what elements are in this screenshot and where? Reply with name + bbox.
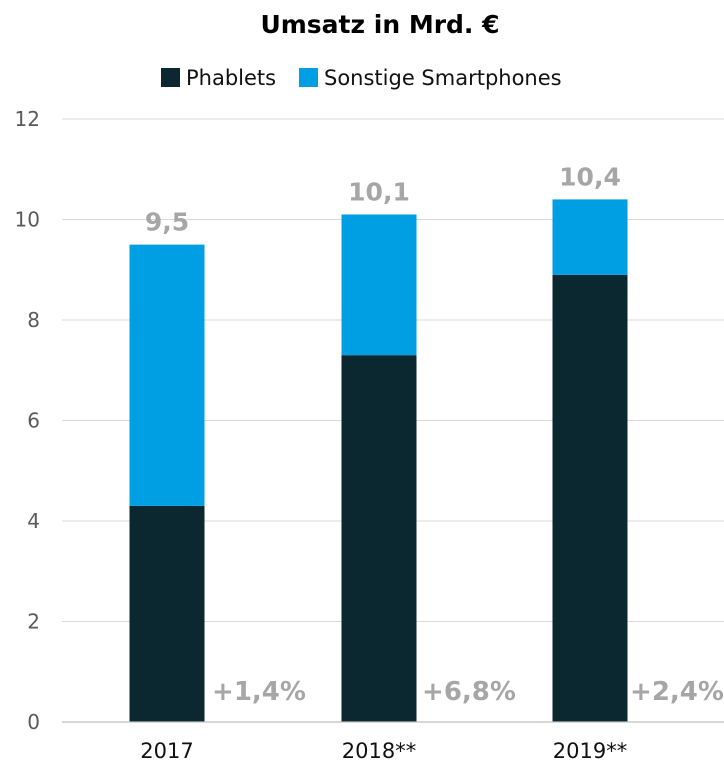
total-label: 10,1 xyxy=(348,177,410,206)
legend-swatch-sonstige-smartphones xyxy=(299,68,318,87)
bar-segment-sonstige-smartphones-0 xyxy=(129,244,205,506)
x-tick-label: 2018** xyxy=(342,739,416,763)
bar-segment-phablets-2 xyxy=(552,274,628,722)
x-tick-label: 2017 xyxy=(140,739,193,763)
growth-label: +2,4% xyxy=(630,677,724,707)
bars xyxy=(129,199,628,722)
legend: Phablets Sonstige Smartphones xyxy=(161,66,562,90)
total-label: 10,4 xyxy=(559,162,621,191)
bar-segment-phablets-1 xyxy=(341,355,417,722)
x-tick-label: 2019** xyxy=(553,739,627,763)
bar-segment-phablets-0 xyxy=(129,505,205,722)
bar-segment-sonstige-smartphones-2 xyxy=(552,199,628,275)
y-axis-ticks: 0 2 4 6 8 10 12 xyxy=(15,107,40,734)
growth-label: +6,8% xyxy=(422,677,516,707)
y-tick-label: 2 xyxy=(27,610,40,634)
chart-title: Umsatz in Mrd. € xyxy=(260,10,499,39)
growth-label: +1,4% xyxy=(212,677,306,707)
total-label: 9,5 xyxy=(145,208,189,237)
legend-swatch-phablets xyxy=(161,68,180,87)
y-tick-label: 10 xyxy=(15,208,40,232)
x-axis-ticks: 2017 2018** 2019** xyxy=(140,739,627,763)
legend-label-phablets: Phablets xyxy=(186,66,276,90)
y-tick-label: 12 xyxy=(15,107,40,131)
legend-label-sonstige-smartphones: Sonstige Smartphones xyxy=(324,66,562,90)
y-tick-label: 6 xyxy=(27,409,40,433)
y-tick-label: 8 xyxy=(27,308,40,332)
data-labels: 9,5 +1,4% 10,1 +6,8% 10,4 +2,4% xyxy=(145,162,724,707)
bar-segment-sonstige-smartphones-1 xyxy=(341,214,417,356)
y-tick-label: 4 xyxy=(27,509,40,533)
y-tick-label: 0 xyxy=(27,710,40,734)
